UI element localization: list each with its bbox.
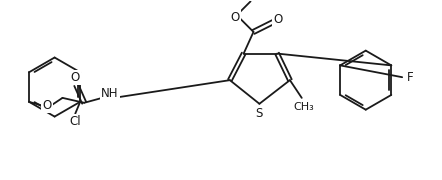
Text: O: O — [42, 99, 51, 112]
Text: NH: NH — [101, 87, 118, 100]
Text: F: F — [407, 71, 413, 84]
Text: O: O — [71, 71, 80, 84]
Text: S: S — [256, 107, 263, 120]
Text: Cl: Cl — [69, 115, 81, 128]
Text: O: O — [230, 11, 240, 24]
Text: CH₃: CH₃ — [293, 102, 314, 112]
Text: O: O — [274, 13, 283, 26]
